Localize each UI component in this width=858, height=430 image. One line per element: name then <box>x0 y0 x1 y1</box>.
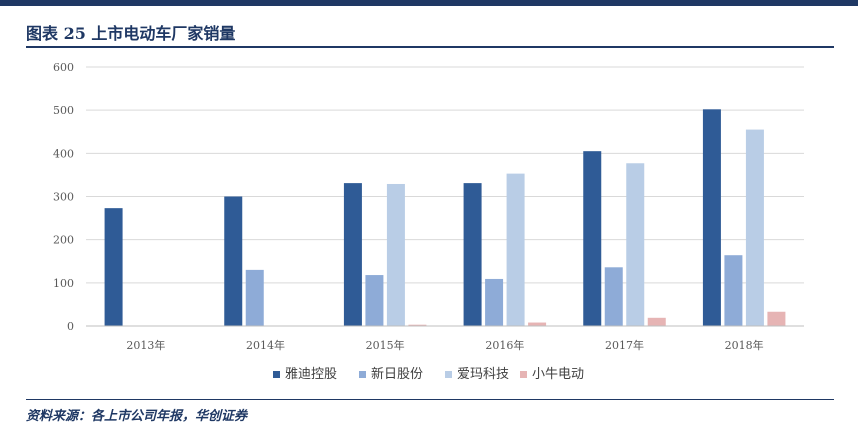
y-tick-label: 400 <box>53 147 74 160</box>
x-tick-label: 2018年 <box>725 338 764 352</box>
x-tick-label: 2014年 <box>246 338 285 352</box>
bar <box>506 173 525 326</box>
y-tick-label: 0 <box>67 320 74 333</box>
title-divider <box>26 46 834 48</box>
y-tick-label: 500 <box>53 104 74 117</box>
bar <box>485 278 504 326</box>
legend-label: 新日股份 <box>371 366 423 382</box>
bar <box>604 267 623 326</box>
y-tick-label: 200 <box>53 234 74 247</box>
y-tick-label: 100 <box>53 277 74 290</box>
bar <box>245 269 264 326</box>
bar <box>365 275 384 326</box>
source-note: 资料来源：各上市公司年报，华创证券 <box>26 409 248 424</box>
top-accent-bar <box>0 0 858 6</box>
bar <box>528 322 547 326</box>
bar <box>724 255 743 326</box>
bar <box>583 151 602 326</box>
bars <box>104 109 786 326</box>
bar <box>104 208 123 326</box>
x-tick-label: 2017年 <box>605 338 644 352</box>
legend-swatch <box>445 371 452 378</box>
y-tick-label: 300 <box>53 191 74 204</box>
legend-swatch <box>359 371 366 378</box>
bar <box>224 196 243 326</box>
bar <box>408 324 427 326</box>
legend-swatch <box>520 371 527 378</box>
x-tick-label: 2016年 <box>485 338 524 352</box>
bar <box>745 129 764 326</box>
source-divider <box>26 399 834 400</box>
x-tick-label: 2015年 <box>366 338 405 352</box>
legend-label: 爱玛科技 <box>457 367 509 382</box>
legend-label: 小牛电动 <box>532 367 584 382</box>
bar <box>463 183 482 326</box>
bar <box>626 163 645 326</box>
bar <box>386 183 405 326</box>
bar <box>647 317 666 326</box>
gridlines <box>86 66 804 284</box>
bar <box>343 183 362 326</box>
legend: 雅迪控股 新日股份 爱玛科技 小牛电动 <box>273 366 584 382</box>
bar <box>767 311 786 326</box>
legend-swatch <box>273 371 280 378</box>
figure-title: 图表 25 上市电动车厂家销量 <box>26 24 236 43</box>
x-tick-label: 2013年 <box>126 338 165 352</box>
legend-label: 雅迪控股 <box>285 367 337 382</box>
bar <box>702 109 721 326</box>
y-tick-label: 600 <box>53 61 74 74</box>
y-axis-ticks: 0 100 200 300 400 500 600 <box>53 61 74 333</box>
bar-chart: 0 100 200 300 400 500 600 2013年 2014年 2015年 2016年… <box>53 61 804 382</box>
x-axis-ticks: 2013年 2014年 2015年 2016年 2017年 2018年 <box>126 338 763 352</box>
